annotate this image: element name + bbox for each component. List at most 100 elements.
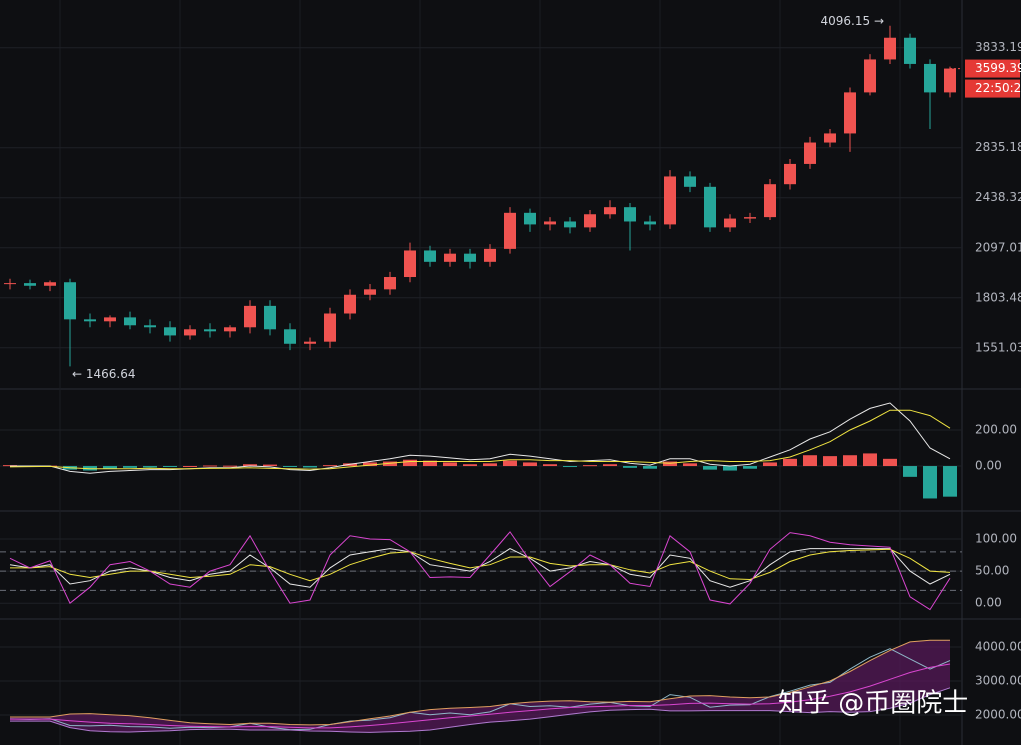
candle-body [744,217,756,219]
macd-bar [243,464,257,467]
macd-bar [603,464,617,467]
y-tick-label: 50.00 [975,564,1009,578]
candle-body [764,184,776,218]
candle-body [724,218,736,228]
band-line [10,639,950,726]
macd-bar [583,465,597,467]
candle-body [364,289,376,295]
candle-body [424,250,436,262]
candle-body [324,313,336,342]
macd-bar [703,466,717,470]
price-line [9,648,951,731]
macd-bar [723,466,737,471]
candle-body [704,186,716,228]
candle-body [664,176,676,225]
y-tick-label: 2835.18 [975,140,1021,154]
macd-line [9,409,951,470]
high-annotation: 4096.15 → [821,14,885,28]
macd-bar [903,466,917,477]
candle-body [584,214,596,228]
macd-bar [403,459,417,467]
y-tick-label: 1803.48 [975,290,1021,304]
candle-body [644,221,656,225]
low-annotation: ← 1466.64 [72,367,136,381]
macd-bar [263,464,277,467]
macd-bar [203,465,217,467]
candle-body [224,327,236,332]
candle-body [604,207,616,215]
macd-bar [943,466,957,497]
kdj-line [9,548,951,588]
candle-body [944,68,956,93]
macd-bar [643,466,657,469]
candle-body [304,341,316,344]
macd-bar [623,466,637,468]
candle-body [264,305,276,330]
candle-body [504,212,516,249]
band-fill [10,640,950,733]
macd-bar [303,466,317,468]
y-tick-label: 2438.32 [975,190,1021,204]
candle-body [484,248,496,262]
macd-bar [763,462,777,467]
macd-bar [123,466,137,468]
countdown-label: 22:50:20 [975,81,1021,95]
macd-bar [443,462,457,467]
candle-body [864,59,876,93]
macd-bar [863,453,877,467]
macd-bar [503,460,517,467]
candle-body [4,283,16,285]
candle-body [444,253,456,262]
y-tick-label: 100.00 [975,531,1017,545]
macd-bar [463,464,477,467]
macd-bar [363,462,377,467]
kdj-line [10,548,951,582]
macd-bar [923,466,937,499]
macd-bar [163,466,177,468]
candle-body [824,133,836,143]
candle-body [924,63,936,93]
macd-bar [483,463,497,467]
macd-bar [563,466,577,468]
macd-bar [823,456,837,467]
candle-body [104,317,116,322]
macd-bar [323,465,337,467]
countdown-box [965,79,1020,98]
y-tick-label: 0.00 [975,596,1002,610]
candle-body [284,329,296,344]
y-tick-label: 4000.00 [975,639,1021,653]
macd-bar [683,463,697,467]
candle-body [544,221,556,225]
candle-body [384,277,396,290]
y-tick-label: 200.00 [975,423,1017,437]
candle-body [524,212,536,225]
macd-bar [523,462,537,467]
last-price-box [965,59,1020,78]
candle-body [404,250,416,278]
y-tick-label: 2097.01 [975,240,1021,254]
candle-body [184,329,196,336]
macd-line [10,402,951,474]
macd-bar [843,455,857,467]
candle-body [564,221,576,228]
candle-body [124,317,136,326]
macd-bar [103,466,117,469]
candle-body [624,207,636,222]
macd-bar [803,455,817,467]
candle-body [24,283,36,286]
macd-bar [183,466,197,468]
band-line [10,687,951,733]
last-price-label: 3599.39 [975,61,1021,75]
macd-bar [223,465,237,467]
candle-body [784,163,796,185]
candle-body [64,282,76,320]
candle-body [84,319,96,322]
candle-body [464,253,476,262]
candle-body [204,329,216,332]
candle-body [164,327,176,336]
candle-body [904,37,916,64]
macd-bar [783,458,797,467]
macd-bar [543,464,557,467]
watermark: 知乎 @币圈院士 [778,689,968,719]
